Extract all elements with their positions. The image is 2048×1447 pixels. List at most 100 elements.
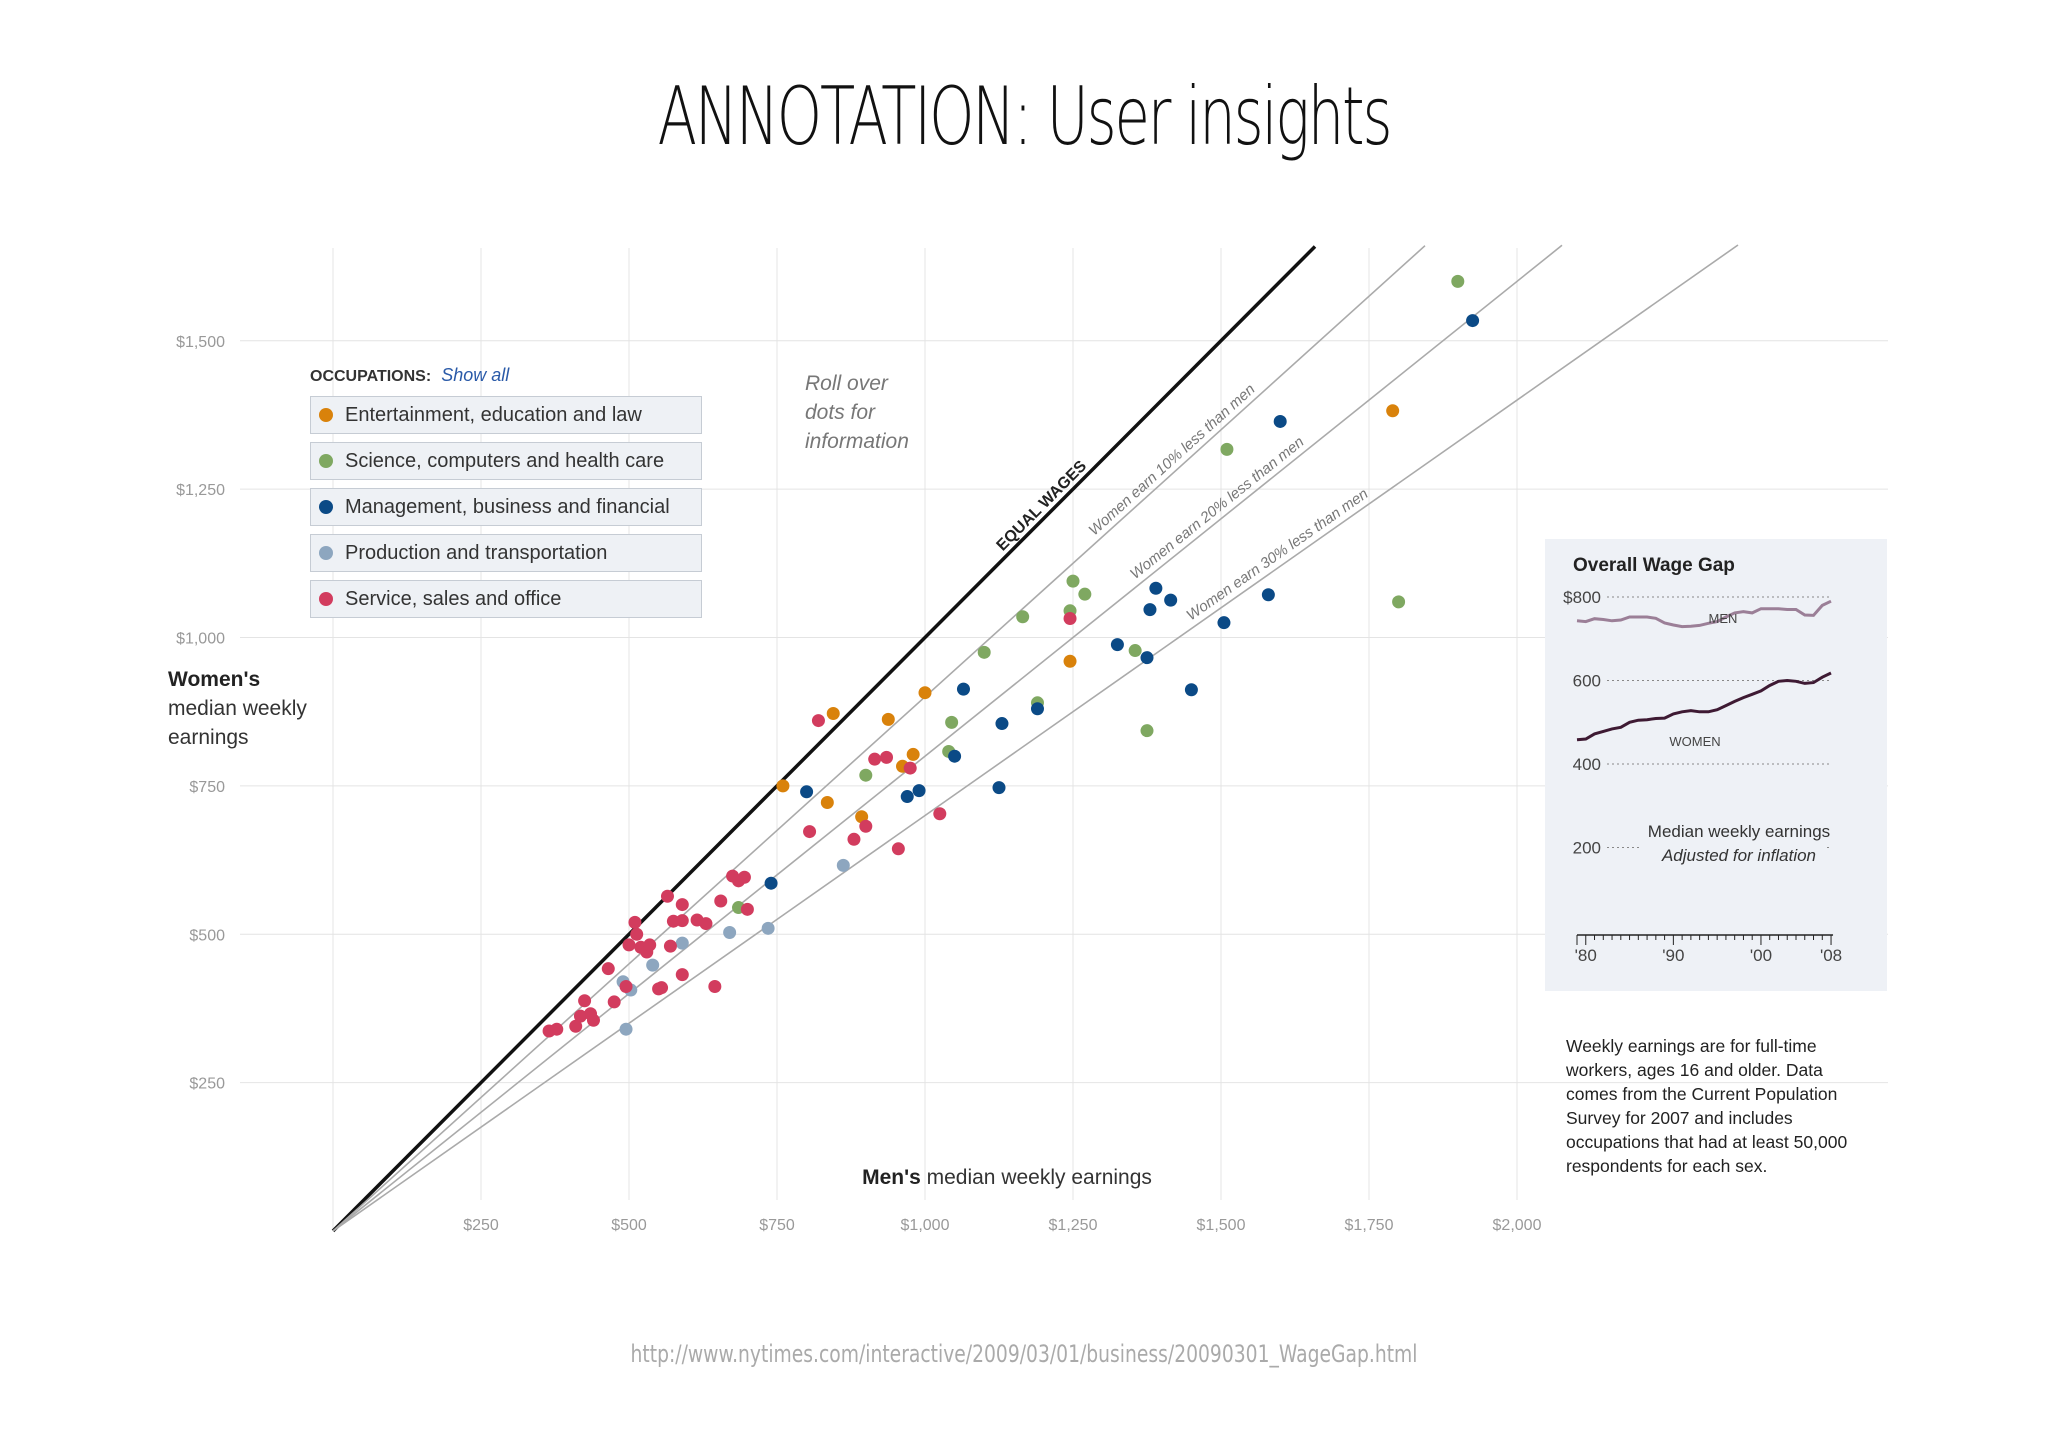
scatter-point[interactable] — [622, 938, 636, 952]
scatter-point[interactable] — [1184, 683, 1198, 697]
scatter-point[interactable] — [675, 914, 689, 928]
scatter-point[interactable] — [764, 876, 778, 890]
legend-item-management[interactable]: Management, business and financial — [310, 488, 702, 526]
rollover-hint-line: dots for — [805, 401, 876, 424]
scatter-point[interactable] — [900, 790, 914, 804]
scatter-point[interactable] — [619, 1022, 633, 1036]
scatter-point[interactable] — [903, 761, 917, 775]
scatter-point[interactable] — [663, 939, 677, 953]
scatter-point[interactable] — [1451, 274, 1465, 288]
scatter-point[interactable] — [675, 898, 689, 912]
scatter-point[interactable] — [699, 917, 713, 931]
scatter-point[interactable] — [956, 682, 970, 696]
scatter-point[interactable] — [826, 706, 840, 720]
wage-gap-reference-line — [332, 244, 1563, 1232]
scatter-point[interactable] — [906, 747, 920, 761]
scatter-point[interactable] — [1261, 588, 1275, 602]
scatter-point[interactable] — [1063, 654, 1077, 668]
scatter-point[interactable] — [607, 995, 621, 1009]
scatter-point[interactable] — [1078, 587, 1092, 601]
scatter-point[interactable] — [859, 819, 873, 833]
scatter-point[interactable] — [918, 686, 932, 700]
scatter-point[interactable] — [586, 1013, 600, 1027]
scatter-point[interactable] — [1030, 702, 1044, 716]
legend-header: OCCUPATIONS: Show all — [310, 362, 702, 388]
scatter-point[interactable] — [1386, 404, 1400, 418]
y-axis-label-bold: Women's — [168, 668, 260, 691]
scatter-point[interactable] — [992, 781, 1006, 795]
scatter-point[interactable] — [646, 958, 660, 972]
scatter-point[interactable] — [628, 915, 642, 929]
source-url[interactable]: http://www.nytimes.com/interactive/2009/… — [630, 1340, 1418, 1368]
scatter-point[interactable] — [1149, 581, 1163, 595]
scatter-point[interactable] — [569, 1019, 583, 1033]
scatter-point[interactable] — [995, 717, 1009, 731]
scatter-point[interactable] — [847, 832, 861, 846]
scatter-point[interactable] — [1140, 724, 1154, 738]
scatter-point[interactable] — [868, 752, 882, 766]
scatter-point[interactable] — [708, 979, 722, 993]
scatter-point[interactable] — [630, 927, 644, 941]
wage-gap-reference-line — [332, 245, 1426, 1232]
scatter-point[interactable] — [1466, 314, 1480, 328]
scatter-point[interactable] — [1164, 593, 1178, 607]
scatter-point[interactable] — [655, 981, 669, 995]
legend-item-production[interactable]: Production and transportation — [310, 534, 702, 572]
scatter-point[interactable] — [1128, 644, 1142, 658]
scatter-point[interactable] — [880, 750, 894, 764]
scatter-point[interactable] — [945, 715, 959, 729]
scatter-point[interactable] — [859, 768, 873, 782]
scatter-point[interactable] — [1220, 442, 1234, 456]
inset-y-tick-label: $800 — [1563, 588, 1601, 607]
scatter-point[interactable] — [601, 962, 615, 976]
scatter-point[interactable] — [776, 779, 790, 793]
equal-wages-label: EQUAL WAGES — [994, 457, 1091, 554]
scatter-point[interactable] — [723, 925, 737, 939]
scatter-point[interactable] — [737, 870, 751, 884]
scatter-point[interactable] — [1217, 616, 1231, 630]
x-tick-label: $250 — [463, 1217, 499, 1234]
scatter-point[interactable] — [1066, 574, 1080, 588]
legend-swatch-icon — [319, 454, 333, 468]
rollover-hint-line: Roll over — [805, 372, 889, 395]
scatter-point[interactable] — [740, 902, 754, 916]
scatter-point[interactable] — [1392, 595, 1406, 609]
scatter-point[interactable] — [1143, 603, 1157, 617]
scatter-point[interactable] — [1063, 612, 1077, 626]
scatter-point[interactable] — [891, 842, 905, 856]
scatter-point[interactable] — [1140, 651, 1154, 665]
scatter-point[interactable] — [1273, 414, 1287, 428]
scatter-point[interactable] — [881, 712, 895, 726]
scatter-point[interactable] — [573, 1009, 587, 1023]
scatter-point[interactable] — [811, 714, 825, 728]
scatter-point[interactable] — [820, 795, 834, 809]
x-tick-label: $1,250 — [1049, 1217, 1098, 1234]
scatter-point[interactable] — [550, 1022, 564, 1036]
scatter-point[interactable] — [660, 889, 674, 903]
scatter-point[interactable] — [675, 968, 689, 982]
legend-item-entertainment[interactable]: Entertainment, education and law — [310, 396, 702, 434]
show-all-link[interactable]: Show all — [441, 365, 510, 385]
scatter-point[interactable] — [619, 979, 633, 993]
inset-y-tick-label: 200 — [1573, 839, 1601, 858]
scatter-point[interactable] — [675, 936, 689, 950]
legend-item-science[interactable]: Science, computers and health care — [310, 442, 702, 480]
overall-wage-gap-inset: 200 400 600 $800 Median weekly earnings Adjus… — [1545, 539, 1887, 991]
scatter-point[interactable] — [1110, 638, 1124, 652]
scatter-point[interactable] — [1016, 610, 1030, 624]
scatter-point[interactable] — [977, 645, 991, 659]
scatter-point[interactable] — [933, 807, 947, 821]
y-axis-label: median weekly earnings — [168, 697, 307, 749]
y-axis-label-line: median weekly — [168, 697, 307, 720]
scatter-point[interactable] — [948, 749, 962, 763]
legend-item-service[interactable]: Service, sales and office — [310, 580, 702, 618]
scatter-point[interactable] — [761, 921, 775, 935]
scatter-point[interactable] — [803, 825, 817, 839]
scatter-point[interactable] — [836, 858, 850, 872]
scatter-point[interactable] — [912, 784, 926, 798]
scatter-point[interactable] — [800, 785, 814, 799]
scatter-point[interactable] — [714, 894, 728, 908]
scatter-point[interactable] — [643, 938, 657, 952]
scatter-point[interactable] — [578, 994, 592, 1008]
